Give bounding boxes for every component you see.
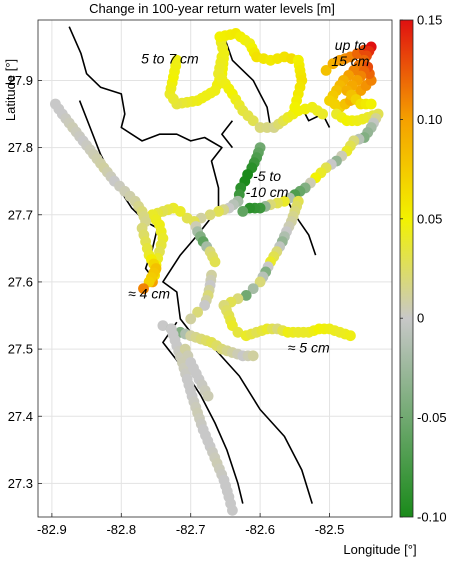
y-tick-label: 27.6 — [8, 274, 33, 289]
data-point — [232, 326, 244, 338]
data-point — [227, 504, 238, 516]
y-tick-label: 27.8 — [8, 140, 33, 155]
data-point — [192, 306, 204, 318]
coastline-segment-2 — [162, 321, 244, 504]
y-tick-label: 27.9 — [8, 73, 33, 88]
annotation-3-line-0: ≈ 4 cm — [128, 286, 170, 302]
annotation-4-line-0: ≈ 5 cm — [288, 339, 330, 355]
data-point — [247, 115, 259, 127]
data-point — [213, 206, 224, 217]
annotation-0-line-1: 15 cm — [331, 53, 369, 69]
colorbar: 0.15 0.10 0.05 0 -0.05 -0.10 — [399, 13, 447, 525]
colorbar-gradient — [399, 19, 414, 518]
data-point — [209, 256, 221, 268]
colorbar-tick-label: -0.10 — [417, 510, 447, 525]
y-tick-label: 27.3 — [8, 476, 33, 491]
data-point — [138, 283, 149, 294]
data-point — [199, 300, 211, 311]
annotation-2-line-0: -5 to — [253, 168, 281, 184]
annotation-0-line-0: up to — [335, 37, 366, 53]
annotation-2-line-1: -10 cm — [246, 184, 289, 200]
plot-frame — [37, 19, 393, 518]
coastline-segment-3 — [221, 120, 234, 149]
colorbar-tick-label: 0 — [417, 311, 424, 326]
y-tick-label: 27.5 — [8, 342, 33, 357]
y-axis-label: Latitude [°] — [3, 59, 18, 121]
data-point — [240, 290, 252, 301]
x-tick-label: -82.8 — [106, 522, 136, 537]
x-tick-label: -82.7 — [176, 522, 206, 537]
data-point — [247, 283, 259, 294]
data-point — [202, 390, 214, 402]
data-point — [247, 350, 259, 362]
colorbar-tick-label: 0.15 — [417, 13, 442, 28]
data-point — [157, 320, 169, 331]
colorbar-tick-label: 0.10 — [417, 112, 442, 127]
colorbar-tick-label: 0.05 — [417, 211, 442, 226]
y-tick-label: 27.7 — [8, 207, 33, 222]
x-tick-label: -82.5 — [315, 522, 345, 537]
colorbar-tick-label: -0.05 — [417, 410, 447, 425]
data-point — [204, 209, 216, 221]
coastline-segment-4 — [224, 39, 272, 128]
data-point — [237, 206, 249, 217]
x-tick-label: -82.6 — [245, 522, 275, 537]
y-tick-label: 27.4 — [8, 409, 33, 424]
data-point — [320, 65, 332, 76]
data-point — [289, 101, 301, 113]
colorbar-ticks: 0.15 0.10 0.05 0 -0.05 -0.10 — [400, 13, 447, 525]
x-axis-ticks: -82.9 -82.8 -82.7 -82.6 -82.5 — [37, 513, 344, 537]
data-points-layer — [50, 28, 384, 516]
data-point — [365, 98, 377, 110]
annotation-1-line-0: 5 to 7 cm — [141, 51, 199, 67]
coastline-segment-0 — [68, 26, 313, 504]
data-point — [185, 313, 197, 325]
data-point — [171, 54, 183, 66]
data-point — [345, 330, 356, 342]
data-point — [254, 276, 266, 288]
x-tick-label: -82.9 — [37, 522, 67, 537]
chart-title: Change in 100-year return water levels [… — [89, 1, 335, 16]
data-point — [317, 108, 328, 120]
y-axis-ticks: 27.3 27.4 27.5 27.6 27.7 27.8 27.9 — [8, 73, 42, 491]
x-axis-label: Longitude [°] — [343, 542, 416, 557]
